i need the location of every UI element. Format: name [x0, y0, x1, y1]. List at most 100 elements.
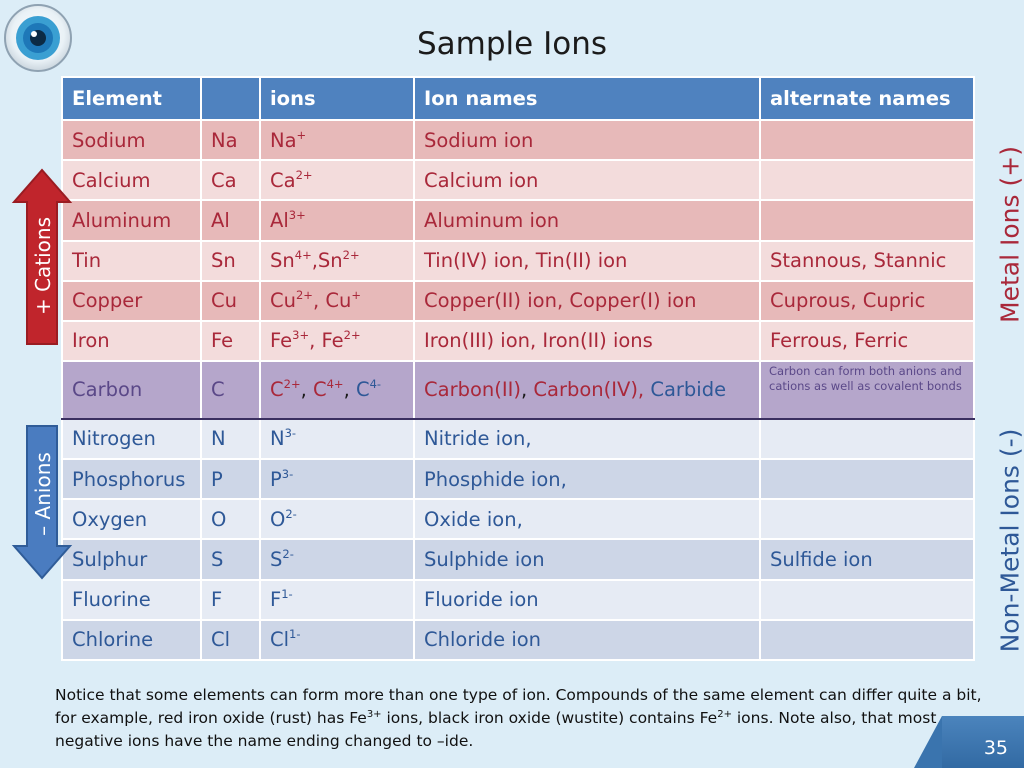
cations-up-arrow-icon	[11, 168, 73, 345]
table-row-chlorine: Chlorine Cl Cl1- Chloride ion	[61, 618, 975, 662]
ion-names-cell: Aluminum ion	[413, 199, 761, 242]
superscript-charge: 4-	[369, 377, 382, 392]
text-run: Notice that some elements can form more …	[55, 686, 982, 727]
table-row-sulphur: Sulphur S S2- Sulphide ion Sulfide ion	[61, 538, 975, 581]
text-run: Cu	[270, 289, 296, 313]
alternate-names-cell	[759, 118, 975, 162]
text-run: Aluminum ion	[424, 208, 560, 232]
element-cell: Phosphorus	[61, 458, 202, 501]
ion-names-cell: Nitride ion,	[413, 417, 761, 461]
footnote-text: Notice that some elements can form more …	[55, 684, 1000, 753]
superscript-charge: 3+	[366, 709, 382, 720]
ion-names-cell: Copper(II) ion, Copper(I) ion	[413, 279, 761, 322]
ion-names-cell: Tin(IV) ion, Tin(II) ion	[413, 239, 761, 282]
table-row-nitrogen: Nitrogen N N3- Nitride ion,	[61, 417, 975, 461]
superscript-charge: 4+	[294, 248, 312, 263]
symbol-cell: Fe	[200, 319, 261, 363]
table-row-iron: Iron Fe Fe3+, Fe2+ Iron(III) ion, Iron(II) …	[61, 319, 975, 363]
ions-cell: Al3+	[259, 199, 415, 242]
ions-cell: Ca2+	[259, 159, 415, 202]
eye-logo-icon	[4, 4, 72, 72]
text-run: Fe	[270, 329, 293, 353]
text-run: Carbon(II)	[424, 378, 521, 402]
alternate-names-cell	[759, 618, 975, 662]
text-run: Iron(III) ion, Iron(II) ions	[424, 329, 653, 353]
nonmetal-ions-side-label: Non-Metal Ions (-)	[995, 428, 1024, 653]
ion-names-cell: Sulphide ion	[413, 538, 761, 581]
superscript-charge: 2+	[342, 248, 360, 263]
table-row-tin: Tin Sn Sn4+,Sn2+ Tin(IV) ion, Tin(II) ion St…	[61, 239, 975, 282]
superscript-charge: 2+	[295, 288, 313, 303]
ion-names-cell: Carbon(II), Carbon(IV), Carbide	[413, 360, 761, 420]
ions-cell: N3-	[259, 417, 415, 461]
symbol-cell: Na	[200, 118, 261, 162]
table-header-row: Element ions Ion names alternate names	[61, 76, 975, 121]
superscript-charge: 2+	[283, 377, 301, 392]
alternate-names-cell: Sulfide ion	[759, 538, 975, 581]
text-run: ions, black iron oxide (wustite) contain…	[381, 709, 718, 727]
superscript-charge: 1-	[289, 627, 301, 642]
symbol-cell: Cu	[200, 279, 261, 322]
superscript-charge: 4+	[326, 377, 344, 392]
text-run: Chloride ion	[424, 628, 542, 652]
table-row-fluorine: Fluorine F F1- Fluoride ion	[61, 578, 975, 621]
text-run: P	[270, 467, 282, 491]
column-header-element: Element	[61, 76, 202, 121]
column-header-alternate-names: alternate names	[759, 76, 975, 121]
ions-cell: Cl1-	[259, 618, 415, 662]
ion-names-cell: Phosphide ion,	[413, 458, 761, 501]
alternate-names-cell: Cuprous, Cupric	[759, 279, 975, 322]
superscript-charge: 3-	[284, 426, 297, 441]
element-cell: Oxygen	[61, 498, 202, 541]
anions-down-arrow-icon	[11, 425, 73, 580]
text-run: Copper(II) ion, Copper(I) ion	[424, 289, 697, 313]
symbol-cell: S	[200, 538, 261, 581]
text-run: Sn	[270, 249, 295, 273]
text-run: Carbide	[650, 378, 727, 402]
ions-cell: P3-	[259, 458, 415, 501]
superscript-charge: 2+	[717, 709, 732, 720]
alternate-names-cell	[759, 458, 975, 501]
text-run: ions. Note also, that most negative ions…	[55, 709, 937, 750]
symbol-cell: N	[200, 417, 261, 461]
ions-cell: O2-	[259, 498, 415, 541]
superscript-charge: 2-	[282, 546, 294, 561]
element-cell: Sodium	[61, 118, 202, 162]
ions-cell: C2+, C4+, C4-	[259, 360, 415, 420]
element-cell: Aluminum	[61, 199, 202, 242]
element-cell: Sulphur	[61, 538, 202, 581]
column-header-ion-names: Ion names	[413, 76, 761, 121]
ions-cell: Na+	[259, 118, 415, 162]
alternate-names-cell: Carbon can form both anions and cations …	[759, 360, 975, 420]
text-run: C	[270, 378, 284, 402]
table-row-copper: Copper Cu Cu2+, Cu+ Copper(II) ion, Copper(…	[61, 279, 975, 322]
superscript-charge: 3-	[281, 466, 294, 481]
superscript-charge: +	[351, 288, 361, 303]
ion-names-cell: Chloride ion	[413, 618, 761, 662]
symbol-cell: Ca	[200, 159, 261, 202]
ion-names-cell: Iron(III) ion, Iron(II) ions	[413, 319, 761, 363]
text-run: , Cu	[312, 289, 352, 313]
superscript-charge: 3+	[288, 207, 306, 222]
text-run: Sodium ion	[424, 128, 534, 152]
alternate-names-cell	[759, 498, 975, 541]
column-header-ions: ions	[259, 76, 415, 121]
symbol-cell: C	[200, 360, 261, 420]
text-run: C	[355, 378, 370, 402]
superscript-charge: 2-	[285, 506, 297, 521]
ions-cell: F1-	[259, 578, 415, 621]
text-run: Oxide ion,	[424, 507, 523, 531]
alternate-names-cell: Stannous, Stannic	[759, 239, 975, 282]
text-run: Al	[270, 208, 289, 232]
alternate-names-cell	[759, 159, 975, 202]
text-run: Na	[270, 128, 297, 152]
symbol-cell: O	[200, 498, 261, 541]
element-cell: Fluorine	[61, 578, 202, 621]
text-run: S	[270, 547, 283, 571]
text-run: Ca	[270, 168, 296, 192]
superscript-charge: +	[296, 127, 307, 142]
alternate-names-cell	[759, 199, 975, 242]
page-number-box: 35	[914, 716, 1024, 768]
superscript-charge: 3+	[292, 328, 310, 343]
text-run: ,Sn	[311, 249, 343, 273]
